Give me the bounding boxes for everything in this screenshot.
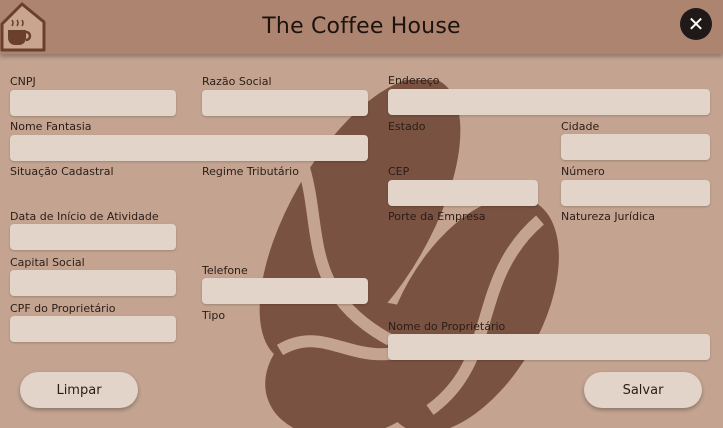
page-title: The Coffee House: [262, 14, 461, 39]
clear-button[interactable]: Limpar: [20, 372, 138, 408]
nome-proprietario-input[interactable]: [388, 334, 710, 360]
regime-tributario-label: Regime Tributário: [202, 165, 299, 178]
app-header: The Coffee House ✕: [0, 0, 723, 54]
numero-label: Número: [561, 165, 605, 178]
cidade-input[interactable]: [561, 134, 710, 160]
coffee-house-icon: [0, 2, 46, 52]
cnpj-input[interactable]: [10, 90, 176, 116]
endereco-label: Endereço: [388, 74, 440, 87]
numero-input[interactable]: [561, 180, 710, 206]
estado-label: Estado: [388, 120, 426, 133]
razao-social-input[interactable]: [202, 90, 368, 116]
nome-proprietario-label: Nome do Proprietário: [388, 320, 506, 333]
razao-social-label: Razão Social: [202, 75, 272, 88]
cpf-label: CPF do Proprietário: [10, 302, 116, 315]
save-button[interactable]: Salvar: [584, 372, 702, 408]
endereco-input[interactable]: [388, 89, 710, 115]
nome-fantasia-input[interactable]: [10, 135, 368, 161]
cep-input[interactable]: [388, 180, 538, 206]
situacao-cadastral-label: Situação Cadastral: [10, 165, 114, 178]
natureza-label: Natureza Jurídica: [561, 210, 655, 223]
close-icon: ✕: [687, 12, 705, 36]
cnpj-label: CNPJ: [10, 75, 36, 88]
cidade-label: Cidade: [561, 120, 600, 133]
cpf-input[interactable]: [10, 316, 176, 342]
nome-fantasia-label: Nome Fantasia: [10, 120, 92, 133]
tipo-label: Tipo: [202, 309, 226, 322]
cep-label: CEP: [388, 165, 410, 178]
telefone-label: Telefone: [202, 264, 248, 277]
close-button[interactable]: ✕: [680, 8, 712, 40]
porte-label: Porte da Empresa: [388, 210, 486, 223]
capital-social-label: Capital Social: [10, 256, 85, 269]
data-inicio-input[interactable]: [10, 224, 176, 250]
telefone-input[interactable]: [202, 278, 368, 304]
capital-social-input[interactable]: [10, 270, 176, 296]
data-inicio-label: Data de Início de Atividade: [10, 210, 159, 223]
